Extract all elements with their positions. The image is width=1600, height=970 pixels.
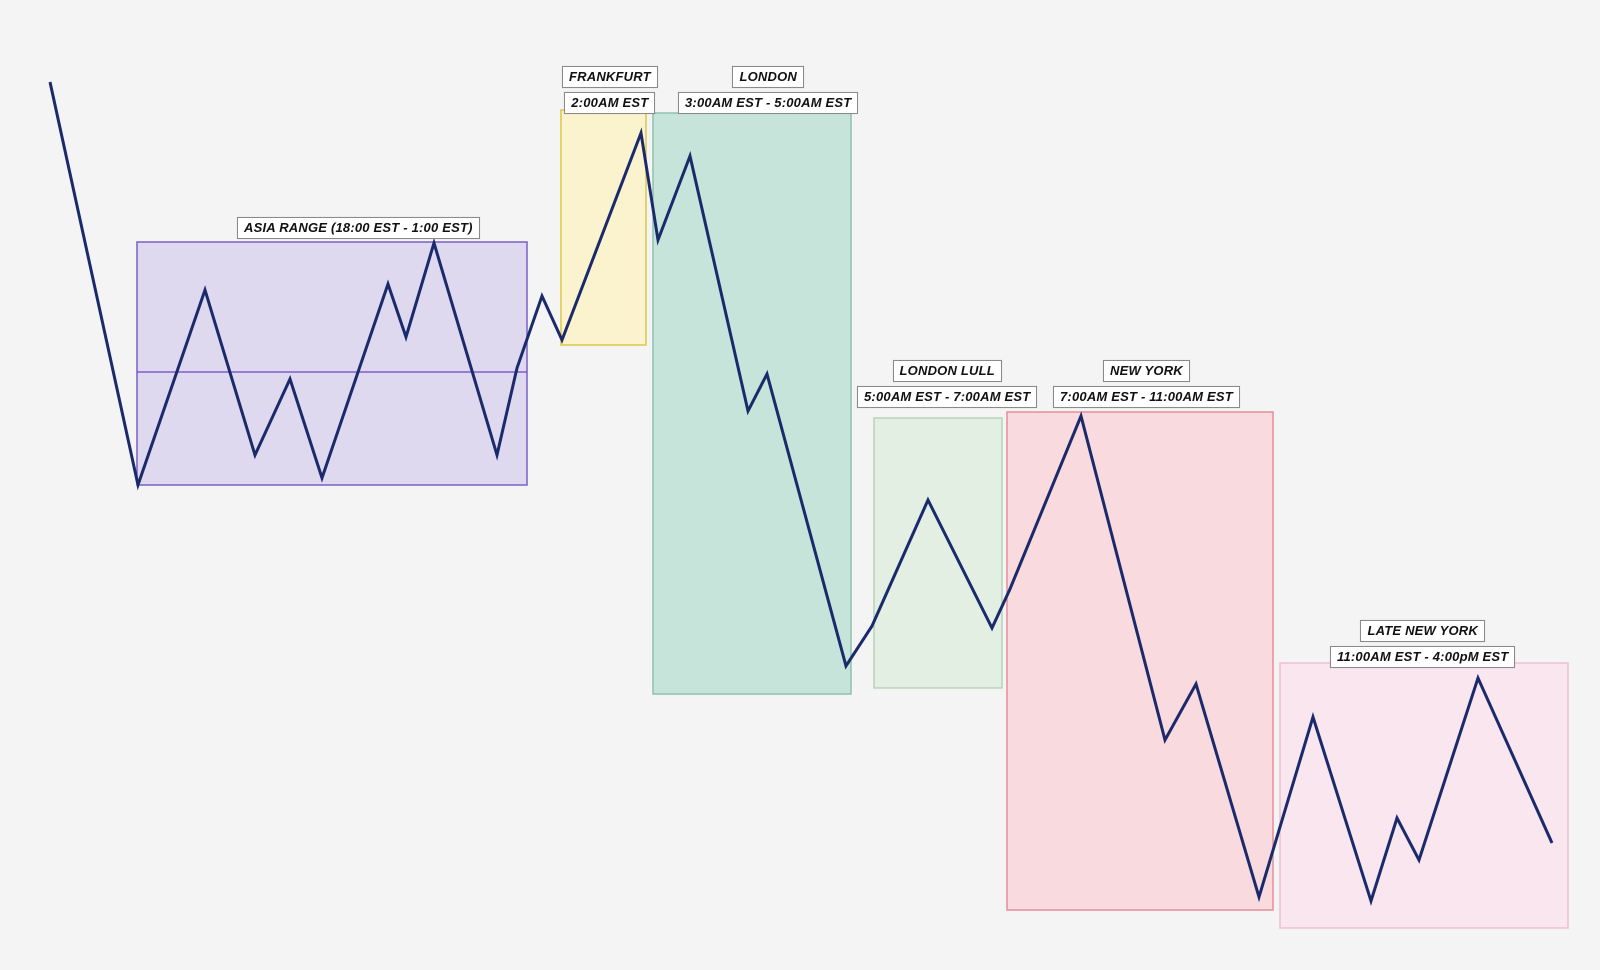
session-box-late-new-york[interactable] [1279,662,1569,929]
session-name-chip-new-york[interactable]: NEW YORK [1103,360,1190,382]
session-name-chip-frankfurt[interactable]: FRANKFURT [562,66,658,88]
session-label-frankfurt: FRANKFURT 2:00AM EST [562,66,658,114]
session-time-chip-frankfurt[interactable]: 2:00AM EST [564,92,656,114]
session-box-new-york[interactable] [1006,411,1274,911]
session-label-late-new-york: LATE NEW YORK 11:00AM EST - 4:00pM EST [1330,620,1516,668]
session-time-chip-london[interactable]: 3:00AM EST - 5:00AM EST [678,92,859,114]
session-name-chip-late-new-york[interactable]: LATE NEW YORK [1360,620,1485,642]
session-time-chip-london-lull[interactable]: 5:00AM EST - 7:00AM EST [857,386,1038,408]
session-box-london-lull[interactable] [873,417,1003,689]
price-polyline-price [48,81,1554,907]
session-name-chip-asia-range[interactable]: ASIA RANGE (18:00 EST - 1:00 EST) [237,217,480,239]
price-line-group [48,81,1554,907]
session-label-asia-range: ASIA RANGE (18:00 EST - 1:00 EST) [237,217,480,239]
session-label-new-york: NEW YORK 7:00AM EST - 11:00AM EST [1053,360,1240,408]
session-name-chip-london-lull[interactable]: LONDON LULL [892,360,1002,382]
session-label-london-lull: LONDON LULL 5:00AM EST - 7:00AM EST [857,360,1038,408]
session-time-chip-new-york[interactable]: 7:00AM EST - 11:00AM EST [1053,386,1240,408]
session-time-chip-late-new-york[interactable]: 11:00AM EST - 4:00pM EST [1330,646,1516,668]
session-label-london: LONDON 3:00AM EST - 5:00AM EST [678,66,859,114]
session-name-chip-london[interactable]: LONDON [732,66,804,88]
